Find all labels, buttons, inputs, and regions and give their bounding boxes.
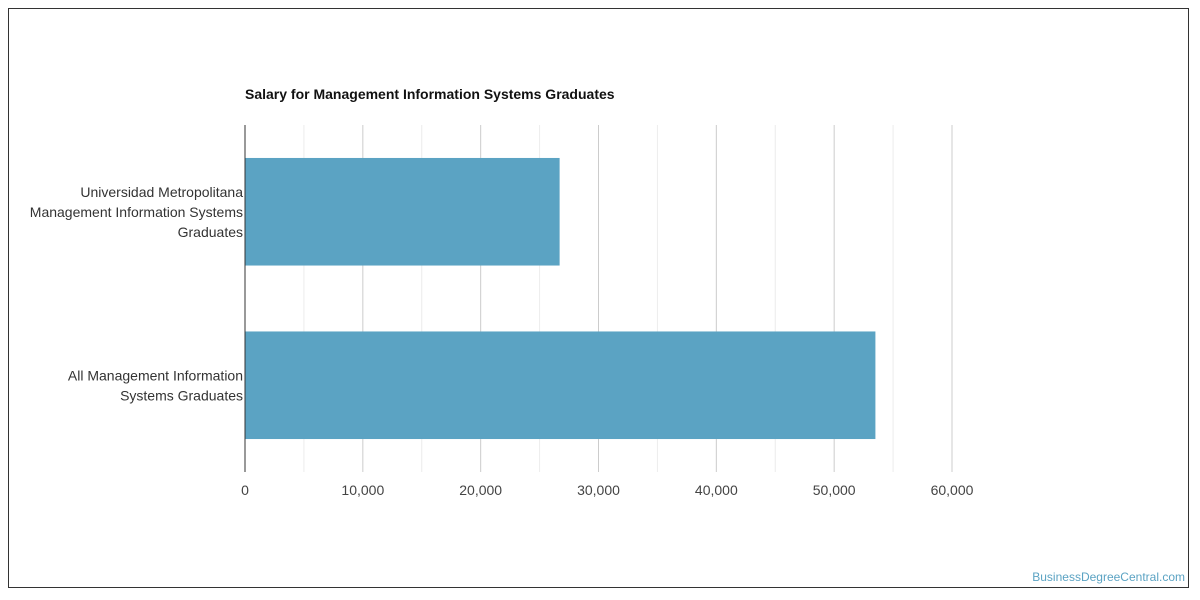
x-tick-label: 50,000 [813,482,856,498]
category-label-1: Universidad Metropolitana Management Info… [30,184,243,240]
category-label-2: All Management Information Systems Gradua… [68,367,243,403]
category-label-line: Management Information Systems [30,204,243,220]
watermark-link[interactable]: BusinessDegreeCentral.com [1032,570,1185,584]
bars [245,157,876,440]
x-tick-labels: 0 10,000 20,000 30,000 40,000 50,000 60,000 [241,482,974,498]
category-label-line: Systems Graduates [120,387,243,403]
category-label-line: Graduates [178,224,243,240]
x-tick-label: 40,000 [695,482,738,498]
x-tick-label: 30,000 [577,482,620,498]
category-label-line: Universidad Metropolitana [80,184,243,200]
x-tick-label: 10,000 [341,482,384,498]
bar-1[interactable] [245,157,560,266]
bar-2[interactable] [245,331,876,440]
category-label-line: All Management Information [68,367,243,383]
x-tick-label: 20,000 [459,482,502,498]
chart-title: Salary for Management Information System… [245,86,615,102]
x-tick-label: 60,000 [931,482,974,498]
x-tick-label: 0 [241,482,249,498]
category-labels: Universidad Metropolitana Management Info… [30,184,243,404]
